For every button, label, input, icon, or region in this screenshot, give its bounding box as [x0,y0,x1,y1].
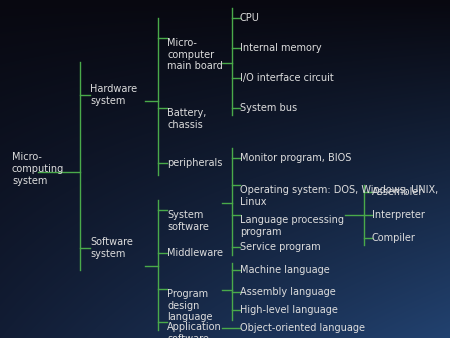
Text: Service program: Service program [240,242,320,252]
Text: Monitor program, BIOS: Monitor program, BIOS [240,153,351,163]
Text: Battery,
chassis: Battery, chassis [167,108,207,129]
Text: Hardware
system: Hardware system [90,84,137,106]
Text: peripherals: peripherals [167,158,222,168]
Text: Internal memory: Internal memory [240,43,322,53]
Text: Object-oriented language: Object-oriented language [240,323,365,333]
Text: Micro-
computing
system: Micro- computing system [12,152,64,186]
Text: Operating system: DOS, Windows, UNIX,
Linux: Operating system: DOS, Windows, UNIX, Li… [240,185,438,207]
Text: Interpreter: Interpreter [372,210,425,220]
Text: Machine language: Machine language [240,265,330,275]
Text: Application
software: Application software [167,322,222,338]
Text: Software
system: Software system [90,237,133,259]
Text: Assembler: Assembler [372,187,423,197]
Text: Micro-
computer
main board: Micro- computer main board [167,38,223,71]
Text: Assembly language: Assembly language [240,287,336,297]
Text: Language processing
program: Language processing program [240,215,344,237]
Text: I/O interface circuit: I/O interface circuit [240,73,334,83]
Text: CPU: CPU [240,13,260,23]
Text: High-level language: High-level language [240,305,338,315]
Text: Compiler: Compiler [372,233,416,243]
Text: Middleware: Middleware [167,248,223,258]
Text: System bus: System bus [240,103,297,113]
Text: System
software: System software [167,210,209,232]
Text: Program
design
language: Program design language [167,289,212,322]
